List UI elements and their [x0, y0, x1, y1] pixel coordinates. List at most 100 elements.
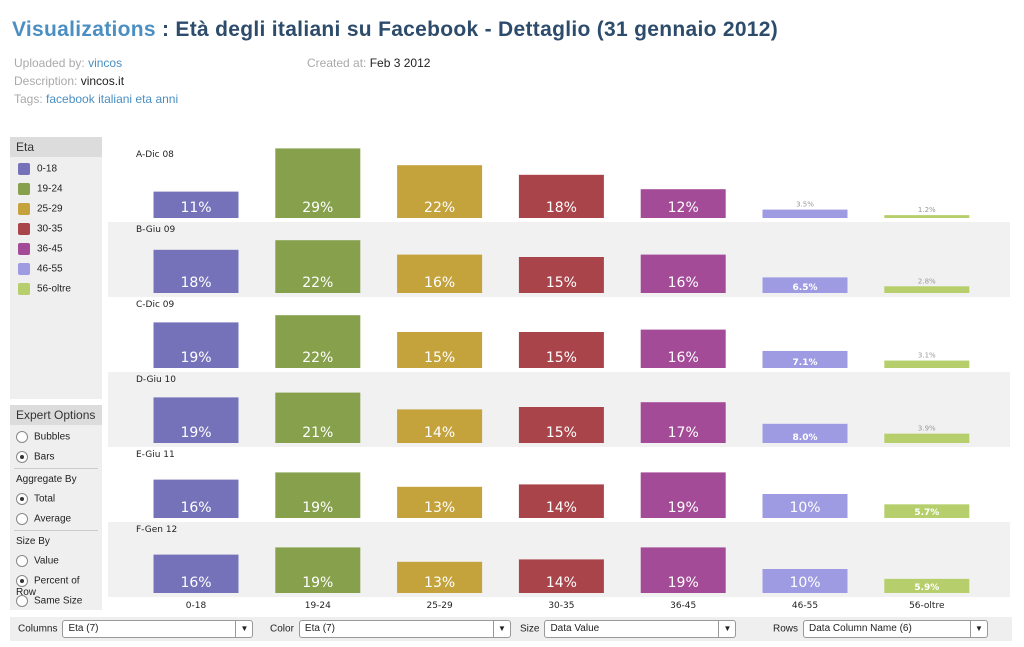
value-label: 10%: [789, 575, 820, 591]
option[interactable]: Average: [16, 513, 71, 525]
legend-item[interactable]: 0-18: [18, 163, 57, 175]
option[interactable]: Bars: [16, 451, 55, 463]
chart: A-Dic 08 11% 29% 22% 18% 12% 3.5% 1.2% B-Giu 09 1…: [108, 148, 1010, 611]
legend-item[interactable]: 56-oltre: [18, 283, 71, 295]
label: Created at:: [307, 56, 367, 70]
legend-label: 56-oltre: [37, 283, 71, 295]
legend-label: 30-35: [37, 223, 63, 235]
x-tick-label: 0-18: [186, 601, 207, 611]
legend-swatch: [18, 163, 30, 175]
option-label: Total: [34, 493, 56, 505]
bar: [397, 486, 483, 518]
bar: [884, 215, 970, 218]
user-link[interactable]: vincos: [88, 56, 123, 70]
uploaded: Uploaded by: vincos: [14, 56, 122, 70]
option-label: Bars: [34, 451, 55, 463]
bar: [762, 209, 848, 218]
x-tick-label: 46-55: [792, 601, 818, 611]
bar: [153, 554, 239, 593]
x-tick-label: 30-35: [548, 601, 574, 611]
dropdown[interactable]: Data Value ▼: [544, 620, 737, 638]
visualizations-link[interactable]: Visualizations: [12, 18, 156, 41]
dropdown-arrow[interactable]: ▼: [235, 621, 252, 637]
legend-item[interactable]: 25-29: [18, 203, 63, 215]
value-label: 15%: [546, 275, 577, 291]
value-label: 3.5%: [796, 201, 814, 209]
page-title: Visualizations : Età degli italiani su F…: [12, 18, 778, 42]
dropdown-value: Eta (7): [68, 623, 99, 634]
value-label: 19%: [302, 500, 333, 516]
control: Color Eta (7) ▼: [270, 620, 511, 638]
value-label: 22%: [302, 275, 333, 291]
option-label: Value: [34, 555, 59, 567]
legend-swatch: [18, 243, 30, 255]
bar: [640, 402, 726, 443]
bar: [640, 254, 726, 293]
bar: [275, 315, 361, 368]
x-tick-label: 36-45: [670, 601, 696, 611]
control-label: Rows: [773, 623, 799, 635]
dropdown-arrow[interactable]: ▼: [718, 621, 735, 637]
bar: [153, 479, 239, 518]
control-label: Color: [270, 623, 294, 635]
legend: Eta 0-18 19-24 25-29 30-35 36-45 46-55 56-oltre: [10, 137, 102, 399]
value-label: 19%: [180, 425, 211, 441]
dropdown[interactable]: Eta (7) ▼: [62, 620, 254, 638]
option[interactable]: Total: [16, 493, 55, 505]
option[interactable]: Same Size: [16, 595, 82, 607]
bar: [397, 254, 483, 293]
value-label: 7.1%: [793, 358, 818, 368]
legend-item[interactable]: 30-35: [18, 223, 63, 235]
bar: [397, 561, 483, 593]
bar: [518, 559, 604, 593]
option[interactable]: Percent of Row: [16, 575, 102, 598]
value-label: 16%: [424, 275, 455, 291]
bar: [275, 392, 361, 443]
bar: [518, 407, 604, 443]
bar: [397, 165, 483, 218]
bar: [153, 322, 239, 368]
legend-item[interactable]: 19-24: [18, 183, 63, 195]
tags-link[interactable]: facebook italiani eta anni: [46, 92, 179, 106]
tags: Tags: facebook italiani eta anni: [14, 92, 178, 106]
legend-label: 36-45: [37, 243, 63, 255]
bar: [518, 257, 604, 293]
value-label: 14%: [546, 500, 577, 516]
bar: [518, 484, 604, 518]
value-label: 13%: [424, 575, 455, 591]
legend-item[interactable]: 46-55: [18, 263, 63, 275]
bar: [397, 332, 483, 368]
legend-swatch: [18, 263, 30, 275]
value-label: 16%: [180, 500, 211, 516]
legend-swatch: [18, 223, 30, 235]
value-label: 17%: [668, 425, 699, 441]
value-label: 15%: [424, 350, 455, 366]
value-label: 10%: [789, 500, 820, 516]
legend-item[interactable]: 36-45: [18, 243, 63, 255]
bar: [884, 504, 970, 518]
control: Size Data Value ▼: [520, 620, 737, 638]
option-label: Percent of Row: [16, 575, 80, 598]
dropdown-value: Data Column Name (6): [809, 623, 912, 634]
x-tick-label: 19-24: [305, 601, 331, 611]
bar: [762, 569, 848, 593]
dropdown-arrow[interactable]: ▼: [492, 621, 510, 637]
bar: [275, 472, 361, 518]
row-label: F-Gen 12: [136, 525, 177, 535]
dropdown-arrow[interactable]: ▼: [970, 621, 987, 637]
expert-title: Expert Options: [10, 405, 102, 425]
value-label: 5.9%: [914, 583, 939, 593]
bar: [640, 329, 726, 368]
value-label: 22%: [302, 350, 333, 366]
option[interactable]: Bubbles: [16, 431, 70, 443]
option[interactable]: Value: [16, 555, 59, 567]
value-label: 8.0%: [793, 433, 818, 443]
bar: [397, 409, 483, 443]
expert-options: Expert Options Bubbles Bars Aggregate By…: [10, 405, 102, 610]
value-label: 18%: [180, 275, 211, 291]
bar: [275, 148, 361, 218]
dropdown[interactable]: Eta (7) ▼: [298, 620, 511, 638]
created: Created at: Feb 3 2012: [307, 56, 430, 70]
value-label: 14%: [424, 425, 455, 441]
dropdown[interactable]: Data Column Name (6) ▼: [803, 620, 989, 638]
